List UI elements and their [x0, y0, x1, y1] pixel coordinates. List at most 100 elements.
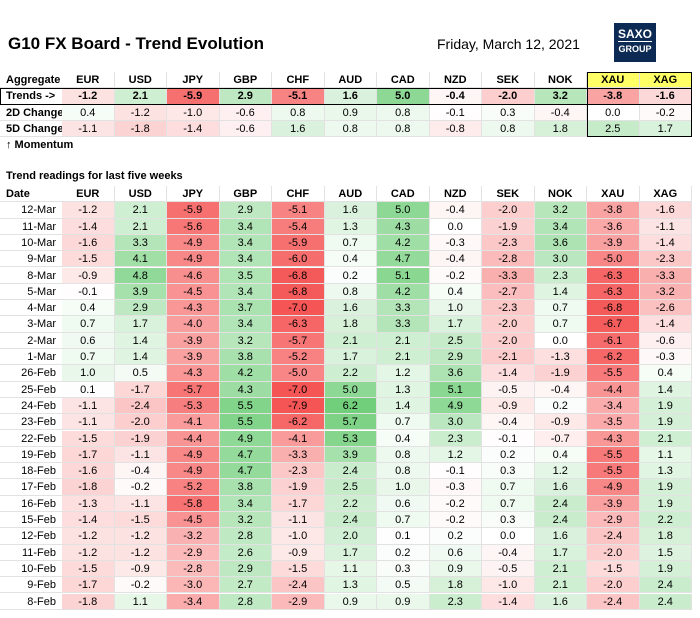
cell: -4.9 [167, 463, 220, 480]
cell: -1.3 [534, 349, 587, 366]
cell: -0.9 [114, 560, 167, 578]
cell: -2.7 [482, 283, 535, 301]
cell: -1.0 [482, 577, 535, 594]
cell: -2.0 [482, 88, 535, 105]
cell: 4.7 [219, 446, 272, 464]
cell: -2.1 [482, 349, 535, 366]
column-header: AUD [324, 186, 377, 203]
cell: -1.1 [114, 495, 167, 512]
cell: 0.4 [62, 104, 115, 121]
date: 12-Feb [0, 528, 62, 545]
cell: -0.7 [534, 430, 587, 447]
cell: -6.3 [587, 283, 640, 301]
cell: 3.6 [429, 365, 482, 382]
cell: 0.6 [429, 544, 482, 561]
column-header: GBP [219, 186, 272, 203]
cell: -1.9 [114, 430, 167, 447]
cell: -4.4 [587, 381, 640, 398]
cell: 5.7 [324, 414, 377, 431]
cell: 1.7 [534, 544, 587, 561]
cell: 1.0 [429, 300, 482, 317]
cell: -6.1 [587, 332, 640, 349]
column-header: CHF [272, 72, 325, 89]
date: 4-Mar [0, 300, 62, 317]
cell: -1.5 [114, 512, 167, 529]
cell: -1.9 [272, 479, 325, 496]
cell: -1.7 [114, 381, 167, 398]
cell: 0.5 [114, 365, 167, 382]
date: Friday, March 12, 2021 [437, 36, 580, 52]
cell: 3.4 [534, 218, 587, 235]
cell: 1.4 [639, 381, 692, 398]
cell: -0.8 [429, 120, 482, 138]
cell: 1.8 [534, 120, 587, 138]
cell: -7.0 [272, 300, 325, 317]
cell: -1.2 [62, 528, 115, 545]
cell: 0.8 [377, 120, 430, 138]
cell: -6.2 [587, 349, 640, 366]
cell: 3.2 [219, 512, 272, 529]
cell: 0.0 [587, 104, 640, 121]
cell: 5.3 [324, 430, 377, 447]
section-title: Trend readings for last five weeks [6, 170, 183, 182]
cell: 0.8 [377, 463, 430, 480]
row-label: 2D Change [0, 105, 63, 121]
date: 25-Feb [0, 382, 62, 398]
cell: 0.7 [482, 495, 535, 512]
cell: -1.8 [62, 593, 115, 610]
cell: 5.0 [377, 88, 430, 105]
cell: 4.9 [219, 430, 272, 447]
cell: -1.4 [62, 218, 115, 235]
cell: -0.4 [482, 414, 535, 431]
cell: -2.9 [587, 512, 640, 529]
cell: 2.1 [114, 88, 167, 105]
cell: 1.4 [377, 397, 430, 415]
cell: -2.4 [587, 528, 640, 545]
date: 17-Feb [0, 479, 62, 496]
cell: -1.1 [62, 120, 115, 138]
column-header: JPY [167, 72, 220, 89]
cell: 3.3 [114, 234, 167, 252]
cell: 3.0 [534, 251, 587, 268]
cell: 4.2 [377, 283, 430, 301]
cell: 2.6 [219, 544, 272, 561]
cell: 3.0 [429, 414, 482, 431]
cell: -4.9 [167, 234, 220, 252]
cell: 1.8 [639, 528, 692, 545]
cell: -5.3 [167, 397, 220, 415]
column-header: XAU [587, 186, 640, 203]
date: 26-Feb [0, 365, 62, 382]
cell: -3.9 [167, 349, 220, 366]
cell: -0.4 [114, 463, 167, 480]
cell: 1.7 [429, 316, 482, 333]
cell: -1.4 [167, 120, 220, 138]
cell: 0.2 [324, 267, 377, 284]
cell: -3.8 [587, 88, 640, 105]
cell: -1.4 [639, 316, 692, 333]
cell: 4.3 [377, 218, 430, 235]
cell: -0.2 [429, 512, 482, 529]
cell: -0.5 [482, 381, 535, 398]
column-header: XAU [587, 72, 640, 89]
cell: -6.7 [587, 316, 640, 333]
cell: 3.9 [324, 446, 377, 464]
cell: 2.1 [534, 577, 587, 594]
cell: 1.0 [377, 479, 430, 496]
cell: 1.9 [639, 397, 692, 415]
cell: -5.7 [167, 381, 220, 398]
cell: -1.2 [114, 528, 167, 545]
cell: 0.3 [482, 512, 535, 529]
cell: 2.4 [639, 577, 692, 594]
cell: -4.3 [167, 365, 220, 382]
cell: 2.1 [534, 560, 587, 578]
cell: 0.8 [377, 104, 430, 121]
cell: 2.4 [324, 463, 377, 480]
cell: -0.9 [272, 544, 325, 561]
cell: -4.1 [167, 414, 220, 431]
cell: -1.4 [482, 593, 535, 610]
date: 1-Mar [0, 349, 62, 366]
date: 18-Feb [0, 463, 62, 480]
cell: 0.9 [324, 104, 377, 121]
cell: 0.6 [377, 495, 430, 512]
cell: 2.4 [324, 512, 377, 529]
